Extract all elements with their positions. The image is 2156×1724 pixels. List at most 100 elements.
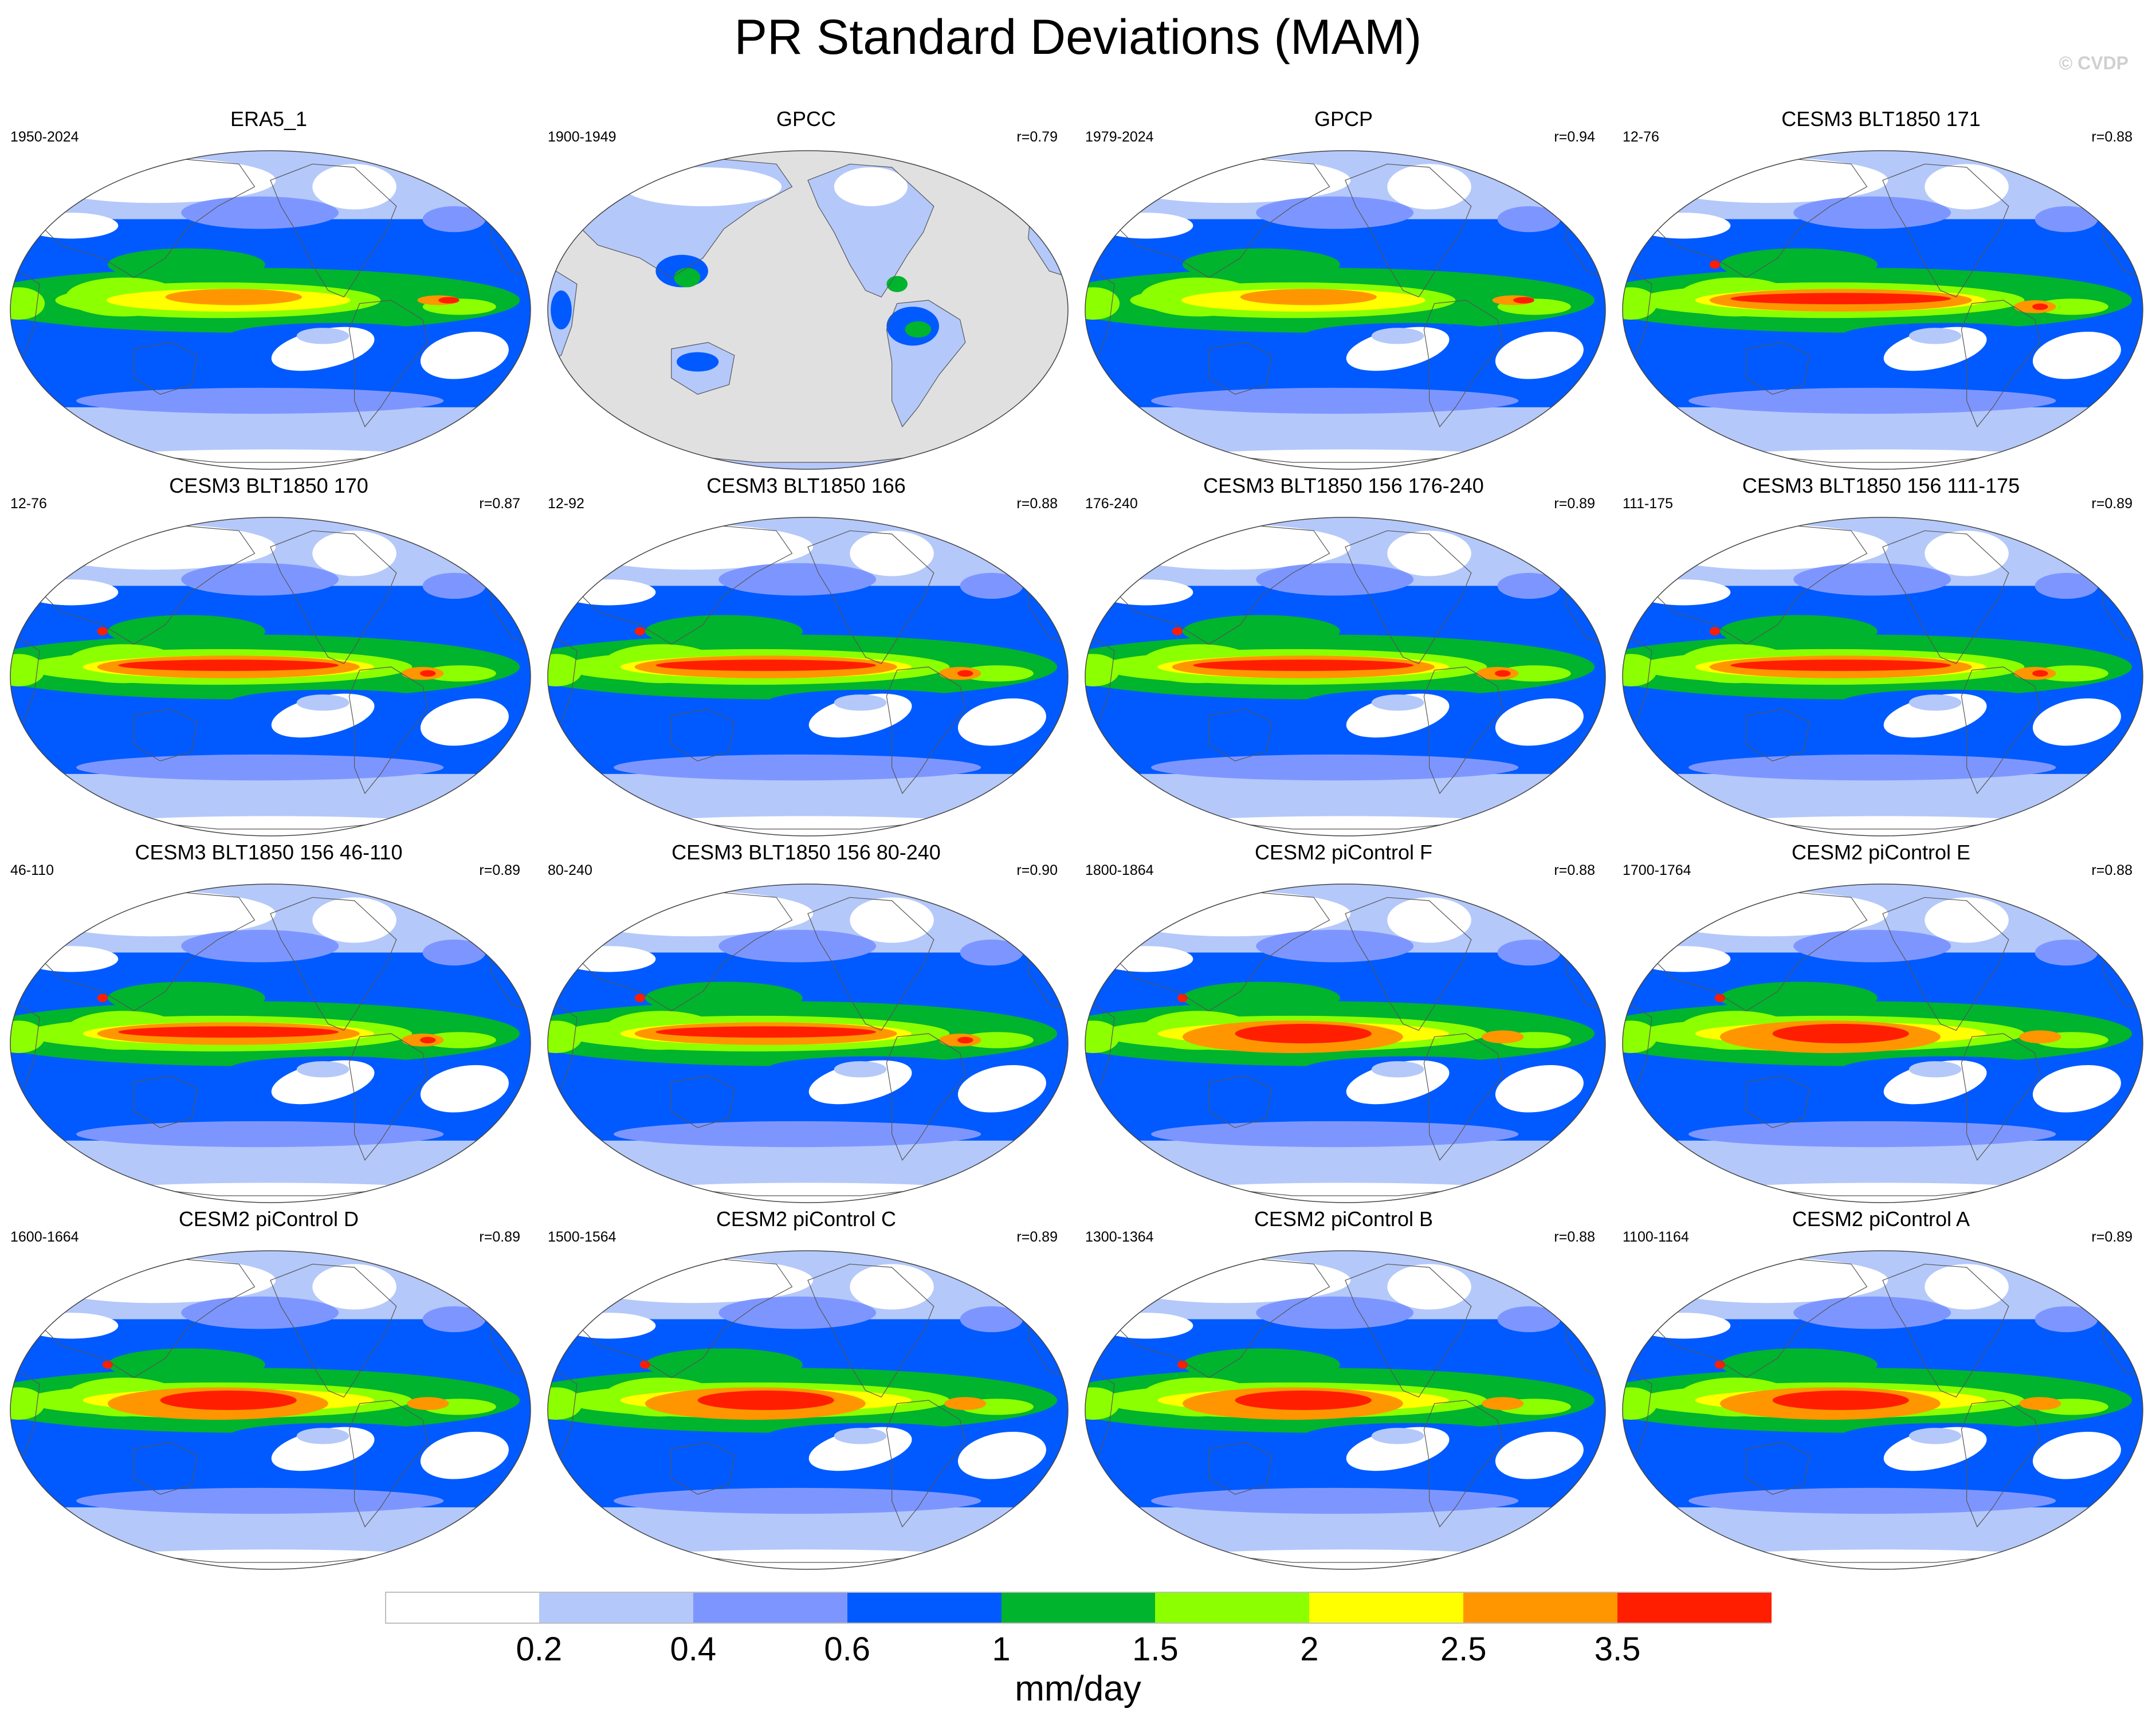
southern-ocean-mid [1151,1487,1519,1514]
panel-pattern-correlation: r=0.89 [2091,1229,2133,1245]
robinson-map [10,517,531,837]
southeast-pacific-dry [1346,327,1450,371]
southeast-pacific-light [834,1061,887,1078]
atlantic-red [420,670,436,677]
north-atlantic-mid [960,572,1023,599]
amazon-peak [905,321,932,338]
map-panel: CESM2 piControl F 1800-1864 r=0.88 [1075,840,1612,1207]
atlantic-red [957,670,973,677]
map-field [548,884,1068,1203]
map-field [10,884,531,1203]
panel-period: 12-76 [1623,129,1659,145]
map-field [548,1251,1068,1569]
coastline-africa [1623,1364,1652,1463]
map-panel: CESM2 piControl E 1700-1764 r=0.88 [1612,840,2150,1207]
map-panel: GPCC 1900-1949 r=0.79 [537,107,1075,473]
west-pacific-green [1720,1348,1878,1381]
colorbar-tick-label: 2 [1300,1631,1319,1668]
map-outline [1622,883,2143,1203]
west-pacific-green [1720,248,1878,281]
panel-title: CESM3 BLT1850 156 176-240 [1203,474,1484,497]
south-atlantic-dry [2032,331,2121,379]
map-outline [547,883,1069,1203]
panel-title: CESM3 BLT1850 156 80-240 [671,841,941,864]
coastline-australia [671,1075,735,1128]
central-asia-dry [1636,213,1731,239]
map-panel: CESM3 BLT1850 156 111-175 111-175 r=0.89 [1612,473,2150,840]
panel-period: 111-175 [1623,496,1674,512]
panel-period: 1979-2024 [1085,129,1154,145]
north-atlantic-mid [1497,939,1561,966]
south-atlantic-dry [957,1065,1046,1113]
canada-dry [1925,897,2009,943]
robinson-map [1622,517,2143,837]
central-asia-dry [561,1313,656,1339]
colorbar-swatch [847,1592,1002,1624]
map-panel: CESM2 piControl C 1500-1564 r=0.89 [537,1207,1075,1573]
robinson-map [547,150,1069,470]
south-atlantic-dry [2032,1065,2121,1113]
antarctic-dry [87,816,454,836]
coastline-africa [10,997,40,1096]
colorbar-tick-label: 1 [992,1631,1011,1668]
coastline-south-america [348,1033,429,1161]
coastline-australia [1746,1442,1810,1495]
southern-ocean-mid [1688,1487,2056,1514]
map-outline [10,517,531,837]
north-atlantic-mid [422,206,486,233]
southern-ocean-mid [1151,1121,1519,1148]
coastline-south-america [1961,666,2041,794]
north-atlantic-mid [422,939,486,966]
central-asia-dry [23,946,119,972]
antarctic-dry [1699,1549,2067,1569]
coastline-south-america [1961,300,2041,427]
coastline-north-america [270,1263,397,1398]
europe-dry [475,176,531,223]
europe-dry [475,910,531,956]
panel-title: CESM3 BLT1850 156 111-175 [1742,474,2020,497]
land-north-america [808,164,934,297]
atlantic-orange [1482,1030,1524,1043]
colorbar-swatch [539,1592,693,1624]
map-outline [1085,1250,1606,1570]
map-panel: CESM3 BLT1850 156 46-110 46-110 r=0.89 [0,840,537,1207]
map-panel: CESM2 piControl A 1100-1164 r=0.89 [1612,1207,2150,1573]
south-atlantic-dry [2032,698,2121,746]
europe-dry [2087,543,2143,590]
map-outline [10,1250,531,1570]
southeast-pacific-light [1908,328,1962,344]
southern-ocean-mid [1151,754,1519,781]
australia-north-high [677,352,719,372]
map-panel: CESM3 BLT1850 171 12-76 r=0.88 [1612,107,2150,473]
coastline-africa [1623,264,1652,363]
south-atlantic-dry [1495,331,1584,379]
coastline-australia [671,708,735,761]
robinson-map [1085,150,1606,470]
coastline-north-america [1882,530,2009,665]
atlantic-red [2032,303,2048,310]
map-field [10,517,531,836]
canada-dry [312,164,396,210]
map-field [1085,1251,1605,1569]
africa-high [551,290,572,329]
equatorial-pacific-red-band [118,1026,339,1038]
bay-of-bengal-red [634,627,646,635]
canada-dry [850,531,934,576]
southern-ocean-mid [76,1121,444,1148]
southeast-pacific-dry [271,327,375,371]
atlantic-orange [1482,1397,1524,1410]
coastline-north-america [270,163,397,298]
indian-ocean-lime [1623,287,1658,320]
north-pacific-mid [1793,196,1951,229]
bay-of-bengal-red [102,1360,113,1369]
coastline-north-america [270,897,397,1031]
north-pacific-mid [181,563,339,596]
southeast-pacific-dry [1346,1060,1450,1105]
central-asia-dry [561,946,656,972]
coastline-africa [10,630,40,729]
coastline-south-america [886,300,966,427]
panel-pattern-correlation: r=0.79 [1016,129,1058,145]
south-atlantic-dry [1495,1431,1584,1479]
southeast-pacific-dry [1346,693,1450,738]
europe-dry [2087,1277,2143,1323]
